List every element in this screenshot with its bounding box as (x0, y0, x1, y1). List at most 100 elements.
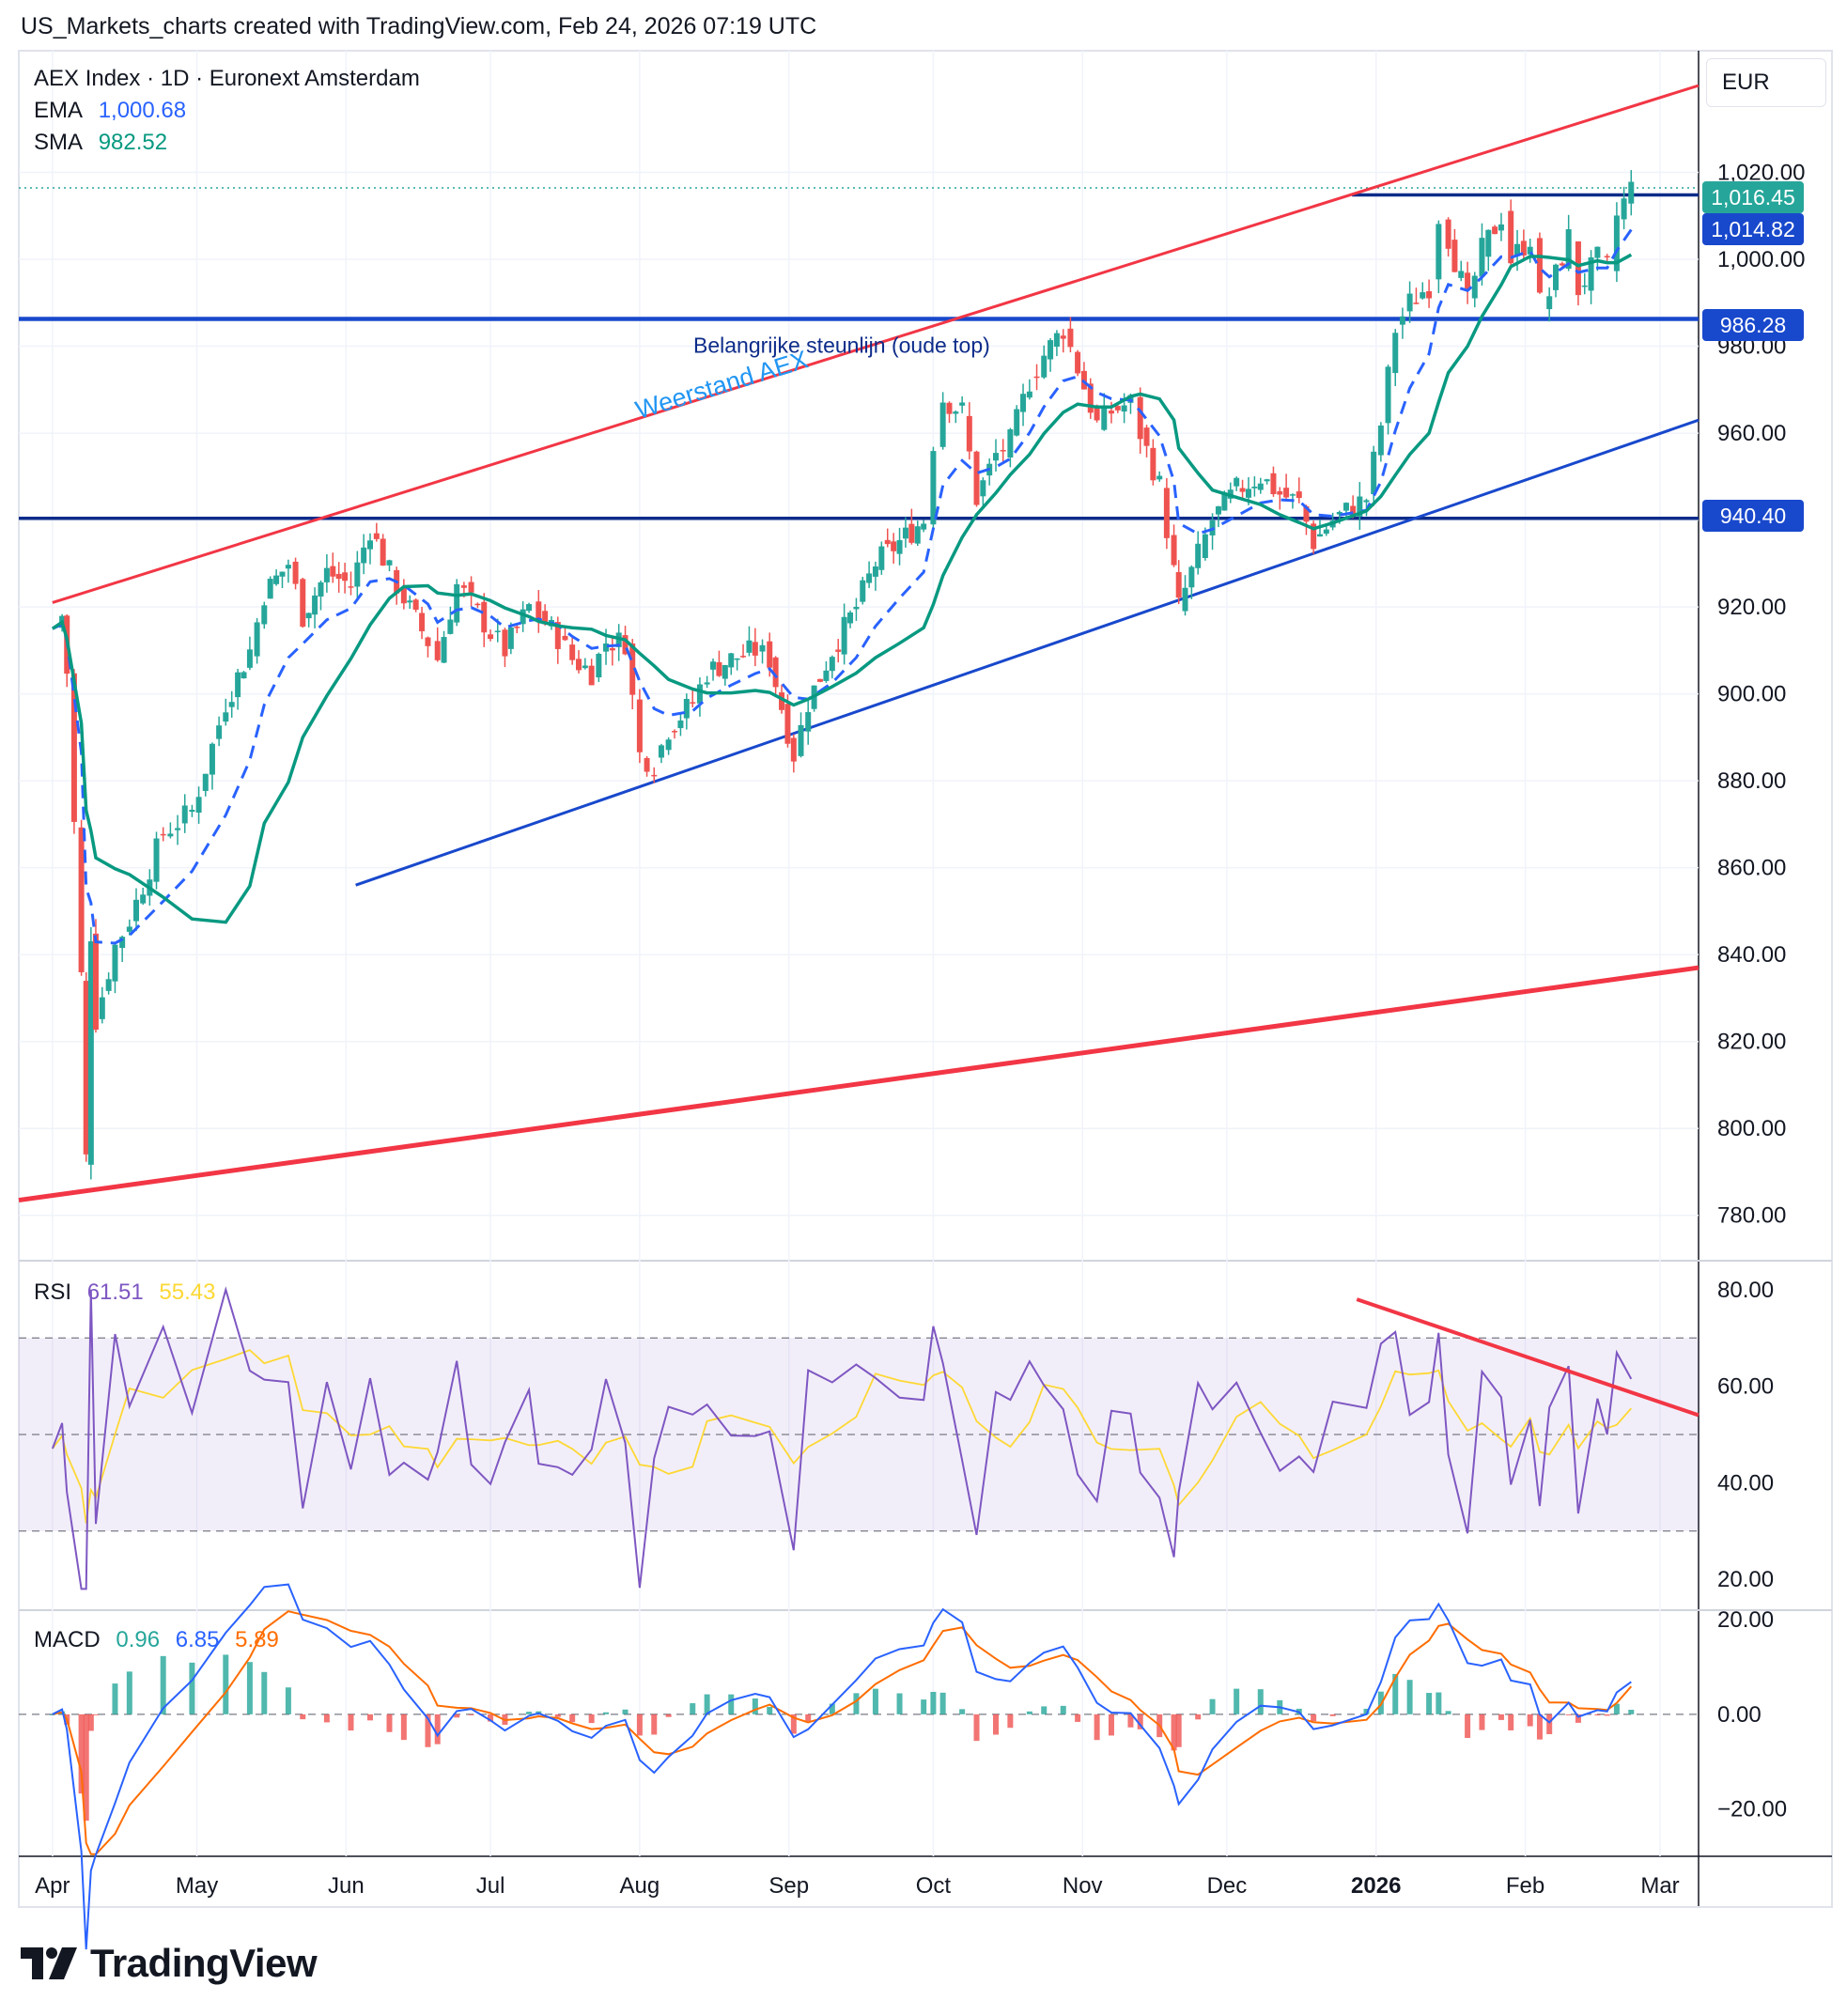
candle-body (1575, 241, 1581, 296)
candle-body (78, 827, 85, 972)
candle-body (1565, 229, 1572, 270)
legend-sma-label: SMA (34, 130, 84, 155)
macd-hist-bar (454, 1714, 460, 1718)
macd-hist-bar (425, 1714, 431, 1747)
macd-hist-bar (569, 1714, 576, 1723)
candle-body (292, 561, 299, 584)
candle-body (835, 649, 842, 652)
macd-hist-bar (636, 1714, 643, 1736)
candle-body (1283, 488, 1290, 498)
candle-body (273, 575, 280, 584)
macd-hist-bar (1628, 1710, 1635, 1714)
support-trend-line (355, 418, 1700, 887)
candle-body (1215, 506, 1221, 515)
candle-body (1343, 503, 1349, 511)
macd-hist-bar (588, 1714, 595, 1724)
candle-body (1588, 257, 1594, 291)
candle-body (993, 453, 1000, 461)
macd-hist-bar (1171, 1714, 1177, 1751)
candle-body (772, 657, 779, 688)
tradingview-logo[interactable]: TradingView (21, 1941, 318, 1986)
legend-rsi-value: 61.51 (86, 1279, 144, 1305)
candle-body (1053, 333, 1060, 347)
currency-selector[interactable]: EUR (1706, 58, 1826, 107)
candle-body (554, 622, 561, 649)
candle-body (468, 582, 474, 593)
candle-body (939, 402, 946, 447)
price-tag-level-1: 1,014.82 (1702, 213, 1804, 245)
candle-body (520, 609, 526, 625)
candle-body (1350, 505, 1357, 517)
macd-hist-bar (1041, 1706, 1048, 1714)
candle-body (160, 833, 166, 836)
candle-body (507, 627, 514, 649)
candle-body (474, 603, 481, 606)
candle-body (784, 704, 791, 744)
macd-hist-bar (1007, 1714, 1014, 1729)
macd-hist-bar (1329, 1714, 1336, 1716)
y-tick-label: 780.00 (1717, 1203, 1786, 1229)
candle-body (1171, 535, 1177, 566)
macd-hist-bar (1527, 1714, 1533, 1727)
candle-body (494, 630, 501, 632)
rsi-tick-label: 60.00 (1717, 1374, 1774, 1400)
x-tick-label: 2026 (1351, 1873, 1401, 1899)
candle-body (1420, 292, 1426, 299)
candle-body (1087, 383, 1094, 413)
legend-ema-value: 1,000.68 (98, 98, 187, 123)
sma-line (51, 253, 1633, 924)
legend-macd-value: 6.85 (175, 1627, 220, 1652)
candle-body (70, 673, 77, 822)
candle-body (1264, 479, 1270, 482)
candle-body (596, 653, 602, 678)
candle-body (1257, 483, 1264, 490)
x-tick-label: May (176, 1873, 218, 1899)
macd-hist-bar (1445, 1711, 1451, 1714)
candle-body (1150, 447, 1156, 481)
candle-body (1033, 376, 1040, 379)
macd-hist-bar (651, 1714, 658, 1735)
macd-hist-bar (1465, 1714, 1471, 1739)
macd-hist-bar (366, 1714, 373, 1721)
candle-body (582, 665, 588, 669)
macd-hist-bar (78, 1714, 85, 1794)
macd-hist-bar (323, 1714, 330, 1723)
rsi-tick-label: 20.00 (1717, 1567, 1774, 1592)
x-tick-label: Sep (768, 1873, 809, 1899)
candle-body (658, 745, 664, 758)
candle-body (1188, 566, 1195, 588)
candle-body (354, 562, 361, 587)
y-tick-label: 900.00 (1717, 682, 1786, 707)
candle-body (267, 579, 273, 599)
candle-body (1296, 491, 1302, 499)
candle-body (488, 634, 494, 640)
macd-hist-bar (1195, 1714, 1202, 1720)
candle-body (1546, 296, 1553, 310)
candle-body (798, 724, 804, 756)
candle-body (704, 682, 710, 685)
macd-hist-bar (300, 1714, 306, 1720)
candle-body (99, 997, 105, 1019)
candle-body (348, 586, 354, 588)
candle-body (202, 773, 209, 791)
candle-body (361, 547, 367, 564)
macd-hist-bar (1479, 1714, 1485, 1730)
candle-body (1239, 488, 1246, 492)
candle-body (1465, 272, 1471, 291)
legend-macd-hist: 0.96 (116, 1627, 161, 1652)
candle-body (1323, 529, 1329, 535)
macd-hist-bar (603, 1712, 610, 1714)
macd-hist-bar (1508, 1714, 1514, 1730)
candle-body (959, 402, 966, 406)
candle-body (1137, 396, 1143, 440)
x-tick-label: Aug (620, 1873, 660, 1899)
candle-body (153, 838, 160, 882)
candle-body (1492, 226, 1498, 235)
macd-hist-bar (622, 1709, 629, 1714)
candle-body (254, 622, 260, 657)
candle-body (335, 573, 342, 580)
candle-body (175, 828, 181, 830)
macd-hist-bar (1108, 1714, 1114, 1736)
macd-hist-bar (1094, 1714, 1100, 1741)
